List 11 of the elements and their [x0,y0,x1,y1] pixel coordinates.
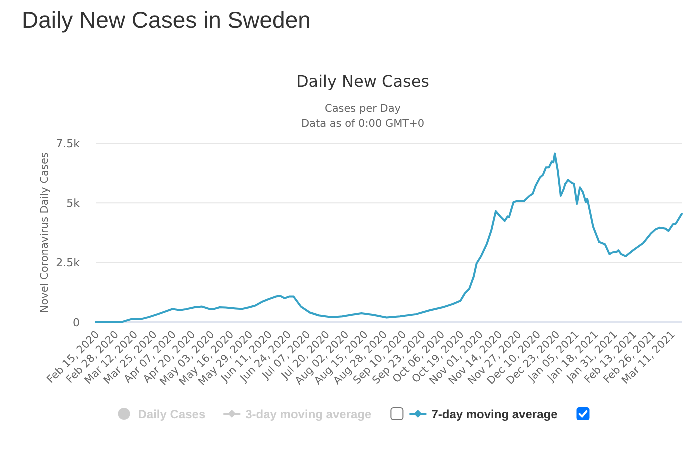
line-series [95,152,683,324]
legend-label: 7-day moving average [432,407,558,422]
chart-title: Daily New Cases in Sweden [22,7,311,33]
y-tick-label: 0 [73,316,80,330]
text: Cases per Day [324,103,402,115]
y-tick-label: 7.5k [56,138,81,150]
y-tick-label: 5k [66,197,81,210]
y-axis-title: Novel Coronavirus Daily Cases [39,152,51,314]
chart-subtitle: Daily New Cases [296,72,430,91]
text: Data as of 0:00 GMT+0 [301,118,425,130]
y-tick-label: 2.5k [56,256,81,270]
